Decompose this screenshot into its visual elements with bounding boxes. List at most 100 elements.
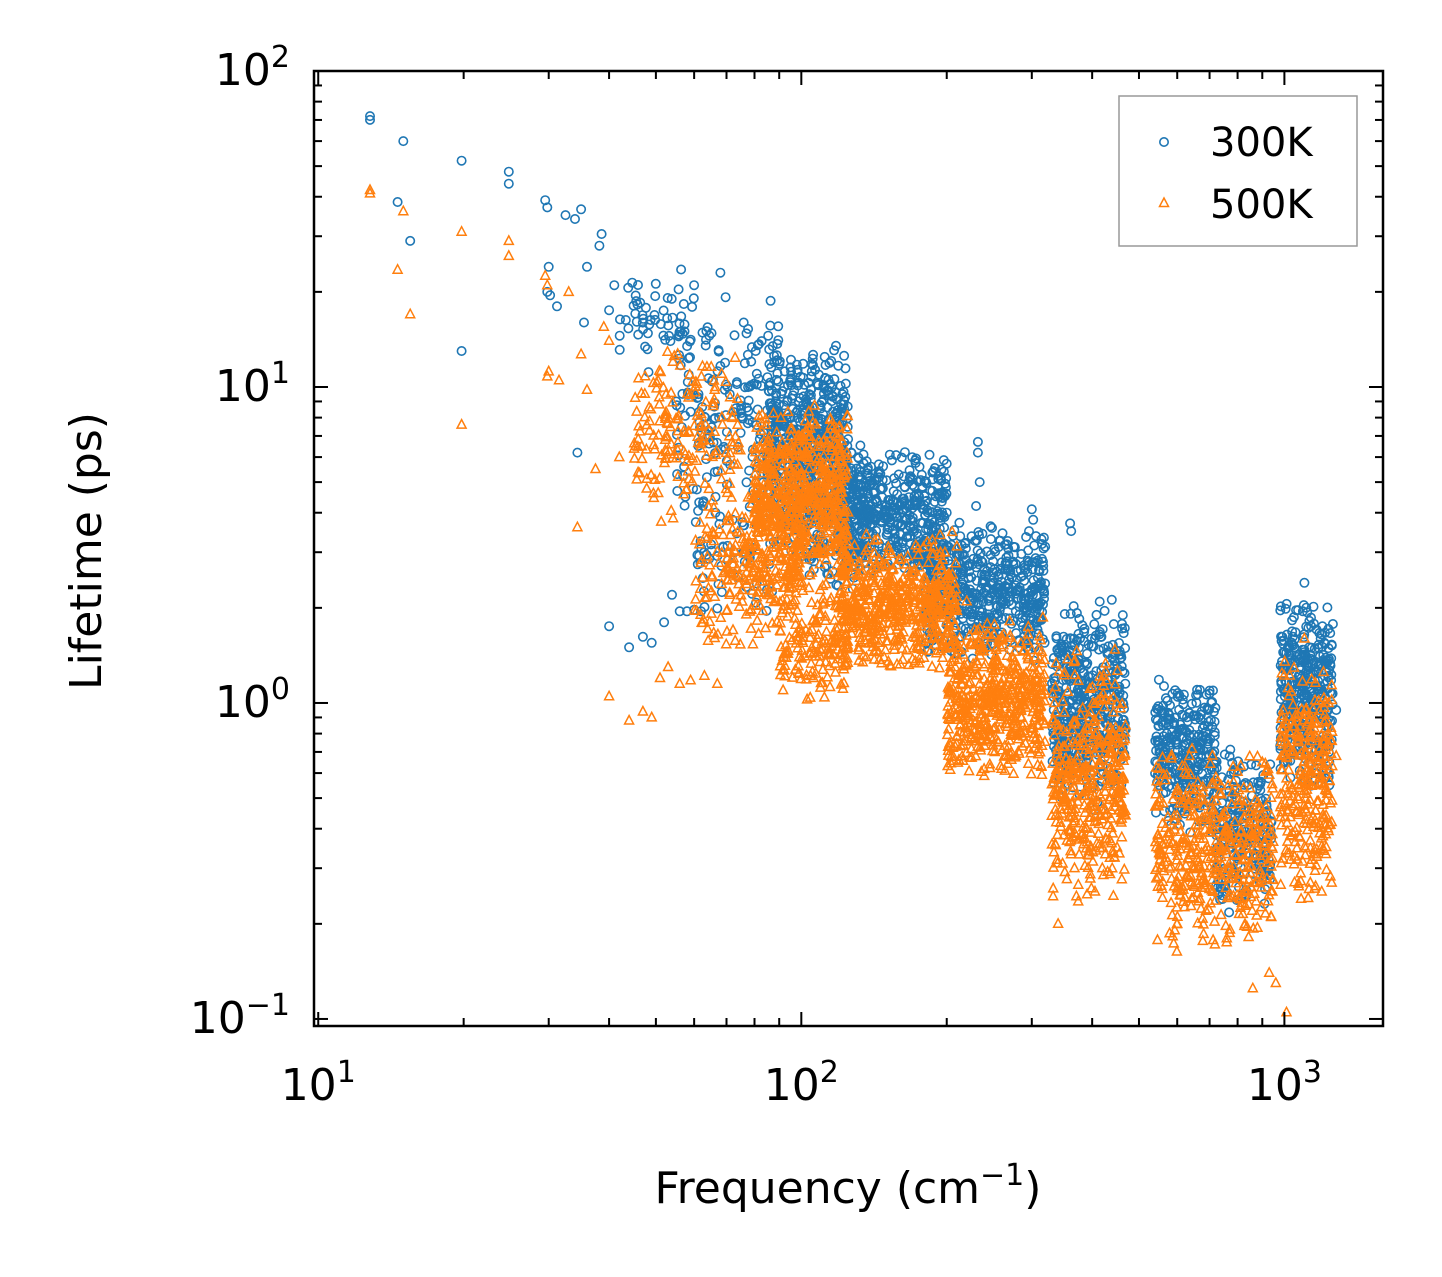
- data-point-300k: [1003, 543, 1014, 554]
- data-point-300k: [765, 320, 776, 331]
- data-point-300k: [842, 440, 853, 451]
- data-point-300k: [695, 536, 706, 547]
- data-point-300k: [896, 452, 907, 463]
- data-point-300k: [924, 449, 935, 460]
- data-point-300k: [672, 485, 683, 496]
- data-point-300k: [798, 391, 809, 402]
- data-point-300k: [986, 522, 997, 533]
- data-point-300k: [630, 290, 641, 301]
- data-point-300k: [1018, 570, 1029, 581]
- data-point-300k: [904, 510, 915, 521]
- data-point-300k: [676, 264, 687, 275]
- data-point-300k: [708, 437, 719, 448]
- data-point-300k: [936, 488, 947, 499]
- data-point-300k: [774, 358, 785, 369]
- data-point-300k: [662, 292, 673, 303]
- data-point-300k: [868, 487, 879, 498]
- data-point-300k: [861, 456, 872, 467]
- data-point-300k: [881, 513, 892, 524]
- data-point-300k: [826, 355, 837, 366]
- data-point-300k: [926, 507, 937, 518]
- data-point-300k: [709, 466, 720, 477]
- data-point-300k: [662, 313, 673, 324]
- data-point-300k: [614, 314, 625, 325]
- data-point-300k: [638, 313, 649, 324]
- data-point-300k: [1011, 575, 1022, 586]
- data-point-300k: [714, 412, 725, 423]
- data-point-300k: [807, 353, 818, 364]
- data-point-300k: [683, 353, 694, 364]
- data-point-300k: [823, 390, 834, 401]
- data-point-300k: [706, 328, 717, 339]
- data-point-300k: [650, 291, 661, 302]
- plot-area-points: [364, 111, 1342, 1017]
- data-point-300k: [724, 389, 735, 400]
- data-point-300k: [806, 358, 817, 369]
- data-point-300k: [632, 299, 643, 310]
- data-point-300k: [869, 475, 880, 486]
- data-point-300k: [746, 356, 757, 367]
- data-point-300k: [920, 524, 931, 535]
- data-point-300k: [739, 358, 750, 369]
- data-point-300k: [640, 302, 651, 313]
- data-point-300k: [904, 521, 915, 532]
- data-point-300k: [789, 385, 800, 396]
- data-point-300k: [630, 308, 641, 319]
- data-point-300k: [839, 350, 850, 361]
- data-point-300k: [786, 366, 797, 377]
- data-point-300k: [763, 330, 774, 341]
- data-point-300k: [919, 491, 930, 502]
- data-point-300k: [642, 344, 653, 355]
- data-point-300k: [955, 531, 966, 542]
- data-point-300k: [907, 473, 918, 484]
- data-point-300k: [960, 623, 971, 634]
- data-point-300k: [700, 340, 711, 351]
- data-point-300k: [769, 350, 780, 361]
- data-point-300k: [736, 411, 747, 422]
- data-point-300k: [673, 284, 684, 295]
- data-point-300k: [833, 360, 844, 371]
- data-point-300k: [855, 462, 866, 473]
- data-point-300k: [855, 479, 866, 490]
- data-point-300k: [897, 538, 908, 549]
- data-point-300k: [899, 447, 910, 458]
- data-point-300k: [888, 497, 899, 508]
- data-point-300k: [665, 336, 676, 347]
- data-point-300k: [857, 507, 868, 518]
- data-point-300k: [855, 440, 866, 451]
- data-point-300k: [741, 328, 752, 339]
- data-point-300k: [853, 452, 864, 463]
- data-point-300k: [829, 345, 840, 356]
- data-point-300k: [712, 603, 723, 614]
- data-point-300k: [782, 379, 793, 390]
- data-point-300k: [903, 492, 914, 503]
- data-point-300k: [897, 493, 908, 504]
- data-point-300k: [640, 341, 651, 352]
- data-point-300k: [925, 485, 936, 496]
- data-point-300k: [792, 405, 803, 416]
- data-point-300k: [860, 495, 871, 506]
- data-point-300k: [927, 474, 938, 485]
- data-point-300k: [765, 295, 776, 306]
- data-point-300k: [884, 449, 895, 460]
- data-point-300k: [922, 507, 933, 518]
- data-point-300k: [632, 279, 643, 290]
- data-point-300k: [1008, 549, 1019, 560]
- data-point-300k: [684, 336, 695, 347]
- data-point-300k: [888, 535, 899, 546]
- data-point-300k: [623, 323, 634, 334]
- data-point-300k: [839, 395, 850, 406]
- data-point-300k: [813, 369, 824, 380]
- data-point-300k: [816, 397, 827, 408]
- data-point-300k: [779, 366, 790, 377]
- data-point-300k: [771, 374, 782, 385]
- data-point-300k: [677, 388, 688, 399]
- data-point-300k: [687, 301, 698, 312]
- data-point-300k: [678, 298, 689, 309]
- data-point-300k: [849, 481, 860, 492]
- data-point-300k: [908, 521, 919, 532]
- data-point-300k: [920, 509, 931, 520]
- data-point-300k: [693, 505, 704, 516]
- data-point-300k: [637, 317, 648, 328]
- data-point-300k: [805, 390, 816, 401]
